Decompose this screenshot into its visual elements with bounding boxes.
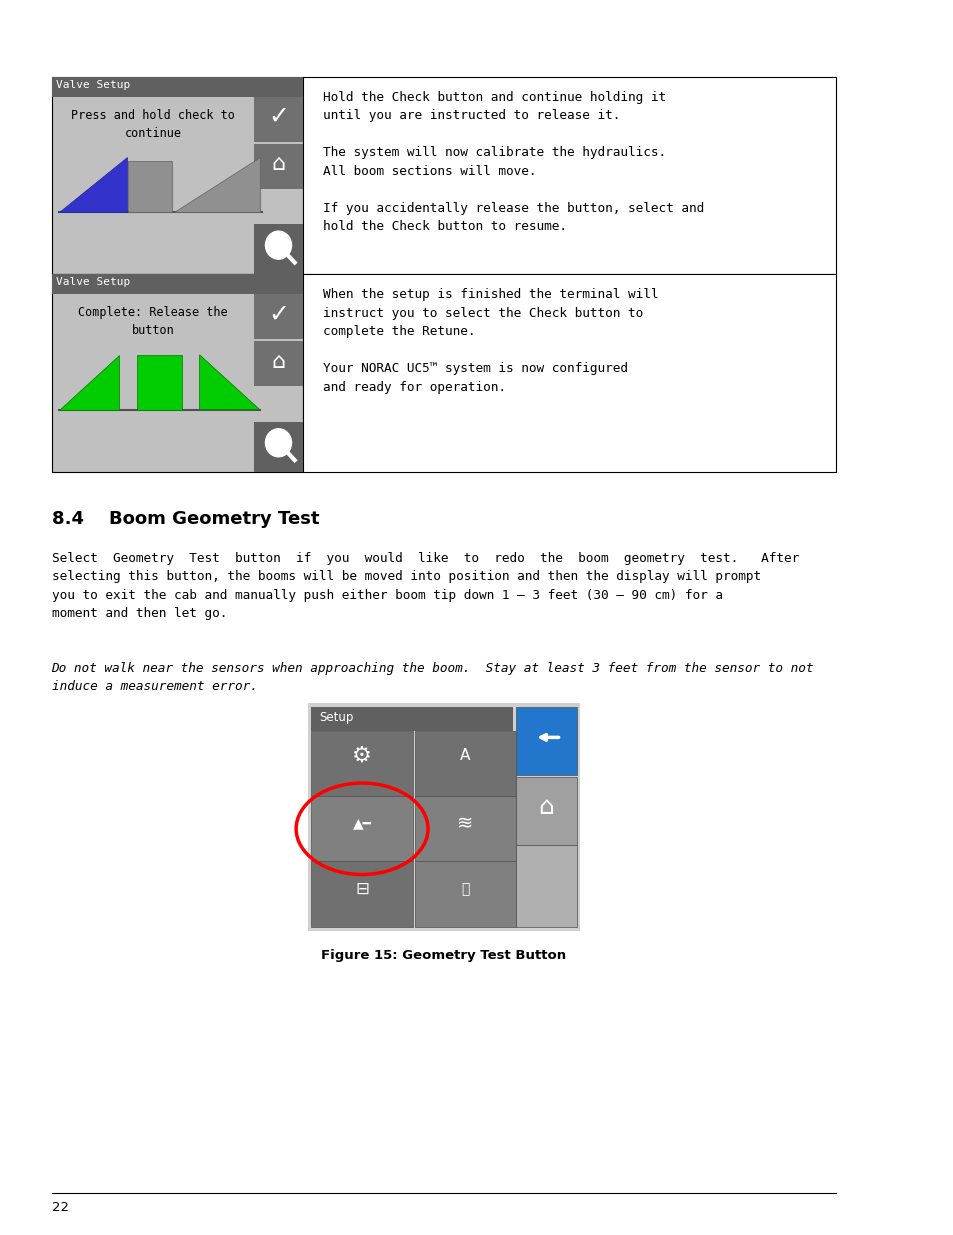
Polygon shape — [199, 354, 259, 410]
Bar — [254, 294, 302, 340]
Text: ✓: ✓ — [268, 303, 289, 327]
Text: ⌂: ⌂ — [272, 154, 285, 174]
Text: Complete: Release the
button: Complete: Release the button — [78, 306, 228, 337]
Text: Press and hold check to
continue: Press and hold check to continue — [71, 109, 234, 140]
Text: Select  Geometry  Test  button  if  you  would  like  to  redo  the  boom  geome: Select Geometry Test button if you would… — [51, 552, 798, 620]
Bar — [516, 845, 576, 926]
Bar — [51, 274, 302, 294]
Bar — [415, 797, 516, 862]
Text: ✓: ✓ — [268, 105, 289, 130]
Text: ▲━: ▲━ — [353, 816, 371, 831]
Bar — [516, 706, 576, 774]
Bar — [254, 341, 302, 387]
Text: ⚙: ⚙ — [352, 746, 372, 766]
Text: ⌂: ⌂ — [272, 352, 285, 372]
Bar — [254, 143, 302, 189]
Circle shape — [265, 429, 292, 457]
Bar — [129, 162, 172, 212]
Bar — [254, 225, 302, 274]
Text: Setup: Setup — [318, 711, 353, 724]
Text: ⌂: ⌂ — [537, 795, 554, 819]
Text: A: A — [459, 748, 470, 763]
Bar — [254, 96, 302, 142]
Text: ≋: ≋ — [456, 814, 473, 834]
Bar — [51, 77, 302, 274]
Bar — [302, 274, 836, 472]
Text: 22: 22 — [51, 1200, 69, 1214]
Text: When the setup is finished the terminal will
instruct you to select the Check bu: When the setup is finished the terminal … — [323, 288, 658, 394]
Bar — [51, 77, 302, 96]
Bar — [307, 703, 579, 931]
Bar — [311, 706, 513, 731]
Circle shape — [265, 231, 292, 259]
Bar — [516, 777, 576, 845]
Bar — [51, 274, 302, 472]
Polygon shape — [59, 157, 127, 212]
Bar — [302, 77, 836, 274]
Text: Valve Setup: Valve Setup — [56, 277, 131, 288]
Text: ⊟: ⊟ — [355, 881, 369, 898]
Bar — [415, 731, 516, 797]
Polygon shape — [59, 354, 119, 410]
Bar — [311, 731, 413, 797]
Bar — [137, 354, 181, 410]
Bar — [254, 422, 302, 472]
Bar — [311, 862, 413, 926]
Bar — [415, 862, 516, 926]
Polygon shape — [174, 157, 259, 212]
Text: 🔑: 🔑 — [460, 882, 469, 897]
Text: Hold the Check button and continue holding it
until you are instructed to releas: Hold the Check button and continue holdi… — [323, 90, 703, 233]
Bar — [311, 797, 413, 862]
Text: Do not walk near the sensors when approaching the boom.  Stay at least 3 feet fr: Do not walk near the sensors when approa… — [51, 662, 813, 693]
Text: Figure 15: Geometry Test Button: Figure 15: Geometry Test Button — [321, 948, 566, 962]
Text: 8.4    Boom Geometry Test: 8.4 Boom Geometry Test — [51, 510, 318, 527]
Text: Valve Setup: Valve Setup — [56, 79, 131, 90]
